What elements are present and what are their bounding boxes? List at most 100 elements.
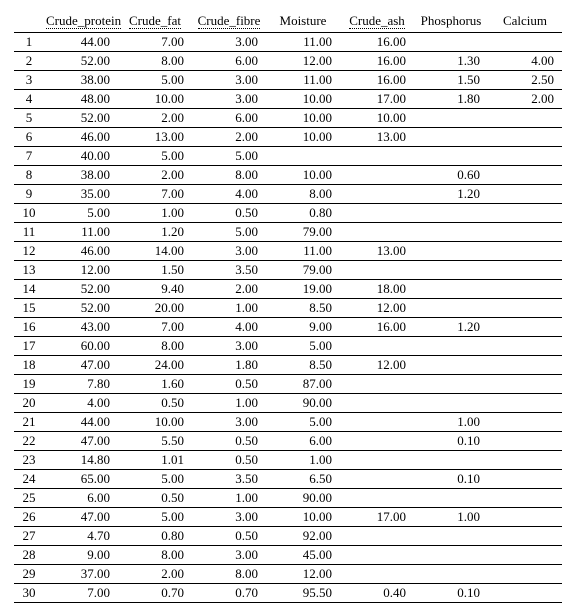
- row-number: 28: [14, 546, 44, 565]
- cell-crude_fat: 1.00: [118, 204, 192, 223]
- cell-crude_ash: [340, 470, 414, 489]
- row-number: 19: [14, 375, 44, 394]
- cell-crude_fibre: 0.50: [192, 432, 266, 451]
- cell-crude_fat: 5.00: [118, 470, 192, 489]
- cell-crude_fibre: 6.00: [192, 109, 266, 128]
- table-row: 838.002.008.0010.000.60: [14, 166, 562, 185]
- cell-moisture: 95.50: [266, 584, 340, 603]
- row-number: 3: [14, 71, 44, 90]
- table-row: 289.008.003.0045.00: [14, 546, 562, 565]
- cell-crude_fat: 0.80: [118, 527, 192, 546]
- cell-phosphorus: [414, 261, 488, 280]
- cell-phosphorus: [414, 527, 488, 546]
- cell-moisture: 8.50: [266, 356, 340, 375]
- table-row: 105.001.000.500.80: [14, 204, 562, 223]
- cell-crude_protein: 7.80: [44, 375, 118, 394]
- cell-crude_fat: 1.01: [118, 451, 192, 470]
- cell-calcium: [488, 33, 562, 52]
- cell-calcium: [488, 413, 562, 432]
- cell-moisture: 6.50: [266, 470, 340, 489]
- cell-crude_fat: 20.00: [118, 299, 192, 318]
- row-number: 4: [14, 90, 44, 109]
- table-row: 448.0010.003.0010.0017.001.802.00: [14, 90, 562, 109]
- cell-phosphorus: [414, 546, 488, 565]
- cell-crude_fibre: 4.00: [192, 185, 266, 204]
- cell-phosphorus: [414, 375, 488, 394]
- row-number: 22: [14, 432, 44, 451]
- table-row: 307.000.700.7095.500.400.10: [14, 584, 562, 603]
- cell-crude_protein: 38.00: [44, 71, 118, 90]
- cell-crude_protein: 65.00: [44, 470, 118, 489]
- cell-crude_ash: 10.00: [340, 109, 414, 128]
- cell-calcium: [488, 584, 562, 603]
- row-number: 5: [14, 109, 44, 128]
- row-number: 27: [14, 527, 44, 546]
- cell-crude_fibre: 4.00: [192, 318, 266, 337]
- cell-crude_protein: 52.00: [44, 52, 118, 71]
- cell-phosphorus: [414, 128, 488, 147]
- cell-crude_fibre: 2.00: [192, 128, 266, 147]
- table-row: 204.000.501.0090.00: [14, 394, 562, 413]
- table-row: 1111.001.205.0079.00: [14, 223, 562, 242]
- table-row: 2144.0010.003.005.001.00: [14, 413, 562, 432]
- cell-crude_fat: 7.00: [118, 318, 192, 337]
- cell-crude_protein: 44.00: [44, 413, 118, 432]
- cell-crude_ash: [340, 527, 414, 546]
- cell-crude_protein: 46.00: [44, 242, 118, 261]
- row-number: 17: [14, 337, 44, 356]
- row-number: 13: [14, 261, 44, 280]
- table-row: 935.007.004.008.001.20: [14, 185, 562, 204]
- cell-crude_fibre: 6.00: [192, 52, 266, 71]
- cell-moisture: 79.00: [266, 223, 340, 242]
- cell-crude_protein: 47.00: [44, 356, 118, 375]
- cell-calcium: [488, 546, 562, 565]
- table-row: 197.801.600.5087.00: [14, 375, 562, 394]
- row-number: 10: [14, 204, 44, 223]
- cell-crude_fibre: 8.00: [192, 565, 266, 584]
- cell-calcium: [488, 318, 562, 337]
- table-row: 2465.005.003.506.500.10: [14, 470, 562, 489]
- table-row: 252.008.006.0012.0016.001.304.00: [14, 52, 562, 71]
- cell-moisture: 87.00: [266, 375, 340, 394]
- cell-crude_ash: [340, 565, 414, 584]
- cell-crude_protein: 9.00: [44, 546, 118, 565]
- cell-phosphorus: 1.00: [414, 413, 488, 432]
- cell-crude_ash: [340, 337, 414, 356]
- cell-phosphorus: [414, 489, 488, 508]
- cell-crude_fibre: 3.00: [192, 71, 266, 90]
- table-row: 338.005.003.0011.0016.001.502.50: [14, 71, 562, 90]
- cell-crude_fat: 8.00: [118, 546, 192, 565]
- cell-moisture: 12.00: [266, 565, 340, 584]
- cell-phosphorus: [414, 394, 488, 413]
- row-number: 29: [14, 565, 44, 584]
- cell-calcium: [488, 527, 562, 546]
- cell-crude_ash: [340, 451, 414, 470]
- col-header-crude_fibre: Crude_fibre: [192, 10, 266, 33]
- row-number: 14: [14, 280, 44, 299]
- cell-calcium: [488, 489, 562, 508]
- cell-crude_fat: 9.40: [118, 280, 192, 299]
- row-number: 20: [14, 394, 44, 413]
- cell-phosphorus: [414, 33, 488, 52]
- cell-crude_fat: 5.00: [118, 147, 192, 166]
- cell-calcium: [488, 128, 562, 147]
- col-header-crude_ash: Crude_ash: [340, 10, 414, 33]
- cell-crude_fibre: 0.50: [192, 451, 266, 470]
- cell-phosphorus: 0.60: [414, 166, 488, 185]
- cell-calcium: [488, 280, 562, 299]
- cell-crude_ash: 16.00: [340, 52, 414, 71]
- cell-calcium: [488, 451, 562, 470]
- cell-crude_fibre: 3.00: [192, 33, 266, 52]
- cell-crude_ash: [340, 489, 414, 508]
- cell-calcium: [488, 375, 562, 394]
- cell-calcium: 4.00: [488, 52, 562, 71]
- cell-crude_fat: 8.00: [118, 337, 192, 356]
- cell-phosphorus: [414, 451, 488, 470]
- cell-crude_ash: [340, 375, 414, 394]
- cell-crude_fibre: 8.00: [192, 166, 266, 185]
- cell-crude_ash: 12.00: [340, 356, 414, 375]
- cell-calcium: [488, 432, 562, 451]
- cell-phosphorus: 1.20: [414, 185, 488, 204]
- col-header-calcium: Calcium: [488, 10, 562, 33]
- cell-moisture: 5.00: [266, 413, 340, 432]
